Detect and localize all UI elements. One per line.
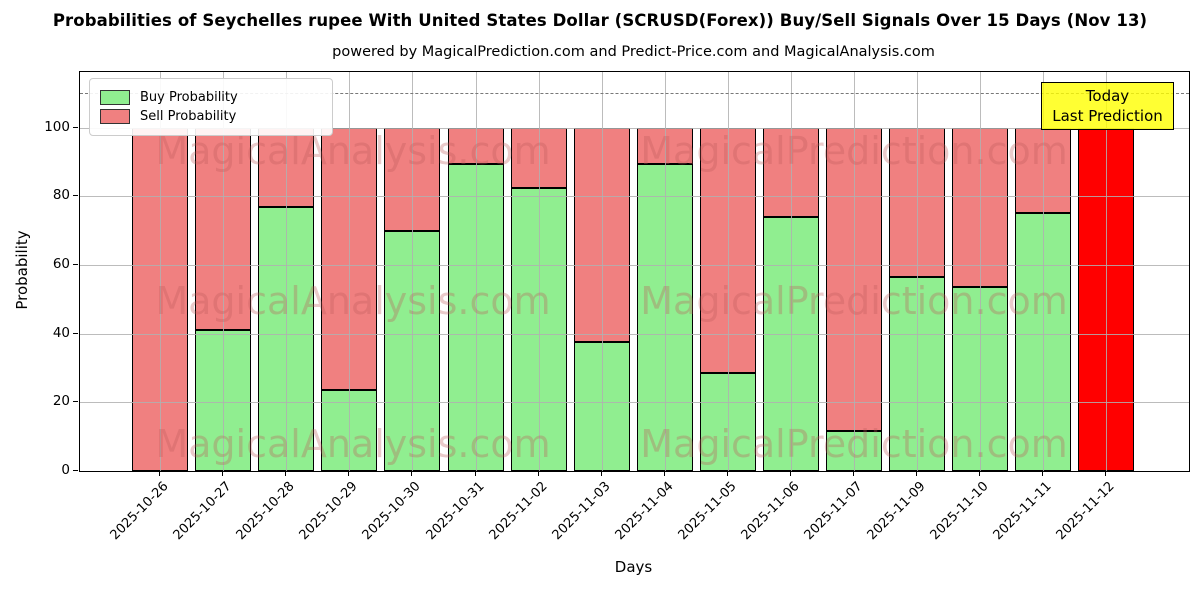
gridline-horizontal <box>80 196 1189 198</box>
x-tick-mark <box>474 471 476 476</box>
legend-label-sell: Sell Probability <box>140 109 237 124</box>
annotation-line1: Today <box>1085 87 1130 105</box>
gridline-vertical <box>727 72 729 471</box>
y-tick-mark <box>73 126 78 128</box>
gridline-vertical <box>664 72 666 471</box>
gridline-vertical <box>349 72 351 471</box>
gridline-vertical <box>1043 72 1045 471</box>
today-annotation-box: Today Last Prediction <box>1041 82 1174 130</box>
legend-row-sell: Sell Probability <box>100 109 322 124</box>
sell-swatch-icon <box>100 109 130 124</box>
gridline-vertical <box>1106 72 1108 471</box>
x-tick-mark <box>789 471 791 476</box>
gridline-horizontal <box>80 264 1189 266</box>
buy-swatch-icon <box>100 90 130 105</box>
y-tick-mark <box>73 470 78 471</box>
gridline-vertical <box>853 72 855 471</box>
x-tick-mark <box>663 471 665 476</box>
legend-label-buy: Buy Probability <box>140 90 238 105</box>
annotation-line2: Last Prediction <box>1052 107 1163 125</box>
legend: Buy Probability Sell Probability <box>89 78 333 136</box>
x-tick-mark <box>537 471 539 476</box>
gridline-vertical <box>538 72 540 471</box>
x-tick-mark <box>916 471 918 476</box>
y-tick-mark <box>73 401 78 403</box>
x-tick-mark <box>852 471 854 476</box>
y-tick-mark <box>73 332 78 334</box>
y-tick-label: 80 <box>52 187 70 204</box>
chart-subtitle: powered by MagicalPrediction.com and Pre… <box>332 44 935 60</box>
reference-line <box>80 93 1189 95</box>
y-tick-mark <box>73 263 78 265</box>
y-tick-label: 40 <box>52 324 70 341</box>
gridline-vertical <box>412 72 414 471</box>
x-tick-mark <box>979 471 981 476</box>
y-tick-label: 20 <box>52 393 70 410</box>
gridline-vertical <box>475 72 477 471</box>
legend-row-buy: Buy Probability <box>100 90 322 105</box>
gridline-vertical <box>286 72 288 471</box>
y-tick-label: 100 <box>44 118 70 135</box>
y-tick-mark <box>73 195 78 197</box>
plot-area: MagicalAnalysis.com MagicalPrediction.com… <box>79 71 1190 472</box>
gridline-vertical <box>160 72 162 471</box>
gridline-horizontal <box>80 402 1189 404</box>
x-tick-mark <box>600 471 602 476</box>
x-tick-mark <box>285 471 287 476</box>
x-tick-mark <box>159 471 161 476</box>
gridline-vertical <box>790 72 792 471</box>
gridline-vertical <box>917 72 919 471</box>
gridline-vertical <box>223 72 225 471</box>
x-tick-mark <box>411 471 413 476</box>
y-tick-label: 0 <box>61 462 70 478</box>
gridline-vertical <box>980 72 982 471</box>
x-tick-mark <box>1105 471 1107 476</box>
gridline-horizontal <box>80 333 1189 335</box>
chart-title: Probabilities of Seychelles rupee With U… <box>52 11 1148 30</box>
gridline-vertical <box>601 72 603 471</box>
gridline-horizontal <box>80 127 1189 129</box>
x-axis-label: Days <box>614 558 653 576</box>
x-tick-mark <box>1042 471 1044 476</box>
x-tick-mark <box>222 471 224 476</box>
y-tick-label: 60 <box>52 255 70 272</box>
y-axis-label: Probability <box>13 230 31 310</box>
x-tick-mark <box>726 471 728 476</box>
x-tick-mark <box>348 471 350 476</box>
